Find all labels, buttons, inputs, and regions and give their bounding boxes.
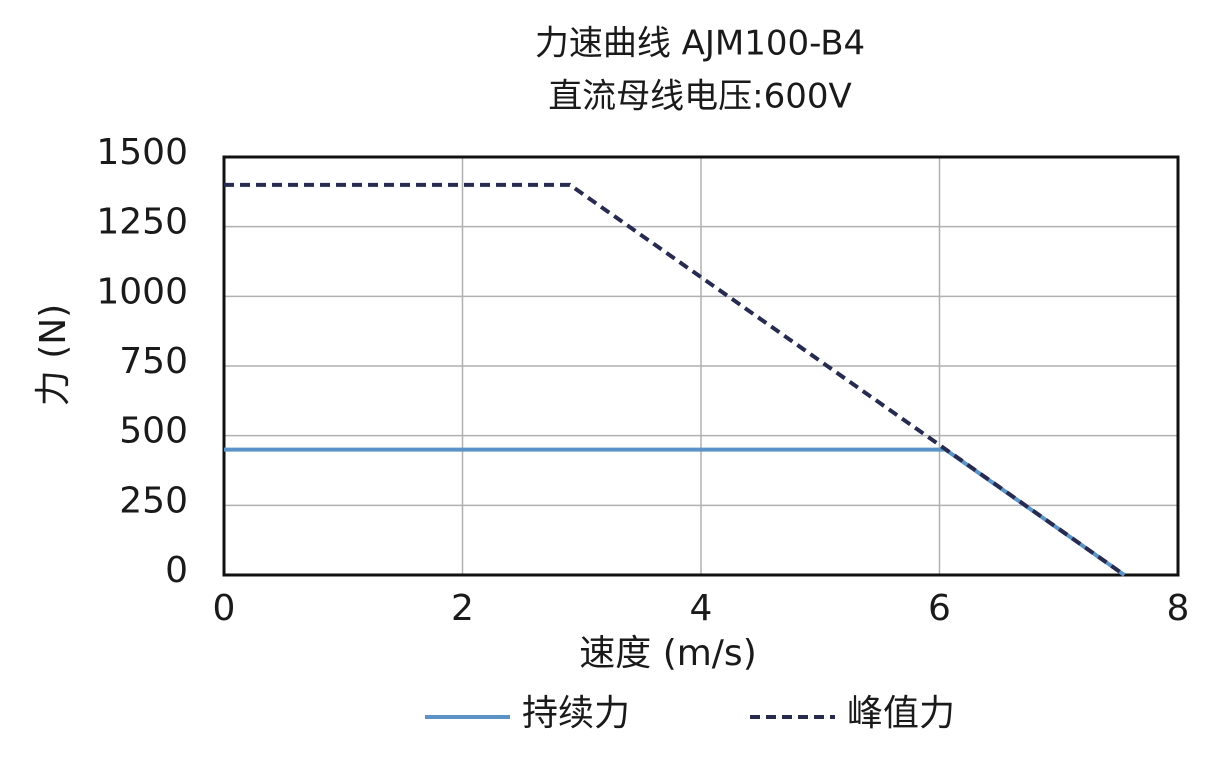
plot-frame — [222, 155, 1180, 577]
x-tick-label: 0 — [213, 588, 236, 629]
legend-label: 峰值力 — [847, 693, 955, 734]
y-tick-label: 250 — [119, 480, 188, 521]
chart-subtitle: 直流母线电压:600V — [548, 77, 852, 117]
y-axis-label: 力 (N) — [33, 304, 74, 406]
series-line — [224, 182, 1126, 577]
y-tick-label: 500 — [119, 411, 188, 452]
x-tick-label: 6 — [928, 588, 951, 629]
x-tick-label: 2 — [451, 588, 474, 629]
y-tick-label: 1000 — [96, 271, 188, 312]
legend-label: 持续力 — [522, 693, 630, 734]
x-axis-label: 速度 (m/s) — [579, 633, 757, 674]
series-line — [224, 447, 1126, 577]
y-tick-label: 0 — [165, 550, 188, 591]
y-tick-label: 1500 — [96, 132, 188, 173]
x-tick-label: 4 — [690, 588, 713, 629]
chart-title: 力速曲线 AJM100-B4 — [535, 24, 865, 64]
x-tick-label: 8 — [1167, 588, 1190, 629]
y-tick-label: 1250 — [96, 202, 188, 243]
y-tick-label: 750 — [119, 341, 188, 382]
